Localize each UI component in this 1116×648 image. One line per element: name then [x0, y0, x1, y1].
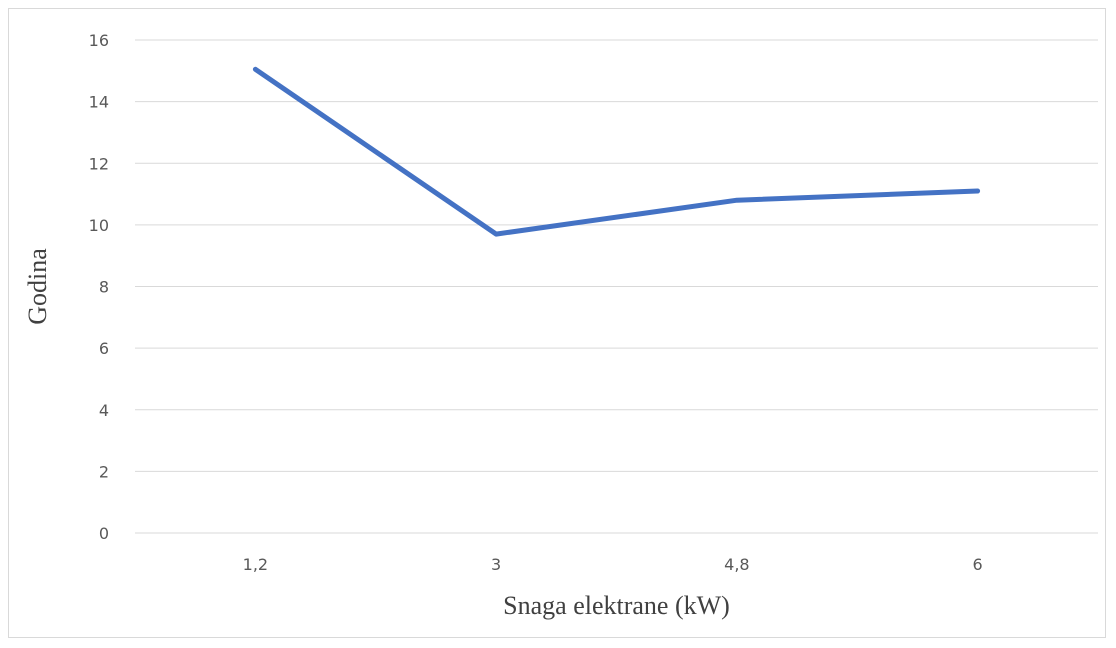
x-axis-title: Snaga elektrane (kW) [503, 591, 730, 620]
y-tick-label: 0 [99, 524, 109, 543]
x-tick-label: 6 [973, 555, 983, 574]
y-axis-title: Godina [23, 248, 52, 325]
gridlines [135, 39, 1098, 534]
y-tick-labels: 0 2 4 6 8 10 12 14 16 [89, 31, 109, 543]
y-tick-label: 12 [89, 154, 109, 173]
x-tick-label: 1,2 [243, 555, 268, 574]
y-tick-label: 6 [99, 339, 109, 358]
y-tick-label: 16 [89, 31, 109, 50]
y-tick-label: 4 [99, 401, 109, 420]
y-tick-label: 8 [99, 278, 109, 297]
y-tick-label: 10 [89, 216, 109, 235]
x-tick-label: 3 [491, 555, 501, 574]
x-tick-label: 4,8 [724, 555, 749, 574]
series-line [252, 66, 981, 237]
y-tick-label: 2 [99, 462, 109, 481]
series-group [252, 66, 981, 237]
x-tick-labels: 1,2 3 4,8 6 [243, 555, 983, 574]
y-tick-label: 14 [89, 93, 109, 112]
